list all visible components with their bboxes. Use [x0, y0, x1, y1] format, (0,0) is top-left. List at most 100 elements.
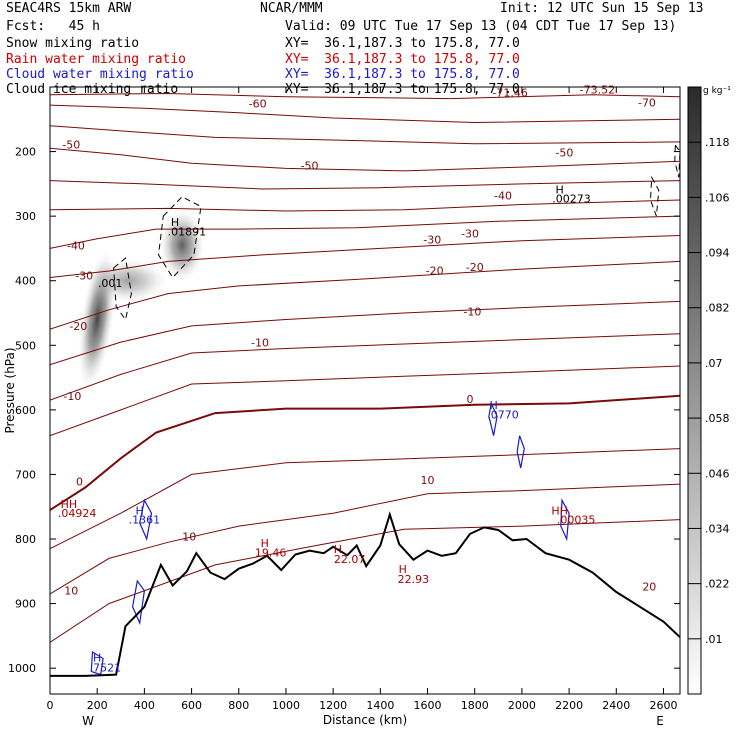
extremum-label: H — [261, 537, 269, 550]
isotherm-line — [50, 260, 680, 330]
x-tick-label: 200 — [87, 699, 108, 712]
field-cloudwater-xy: XY= 36.1,187.3 to 175.8, 77.0 — [285, 67, 520, 82]
isotherm-label: -73.52 — [580, 83, 615, 96]
isotherm-line — [50, 147, 680, 172]
snow-ice-contour — [674, 143, 680, 178]
isotherm-label: -30 — [75, 269, 93, 282]
x-tick-label: 2200 — [555, 699, 583, 712]
cloud-water-contour — [131, 579, 146, 626]
cloud-water-contour — [516, 435, 525, 469]
colorbar-unit: g kg⁻¹ — [703, 86, 731, 96]
isotherm-label: -30 — [423, 233, 441, 246]
isotherm-line — [50, 199, 680, 212]
x-tick-label: 1200 — [319, 699, 347, 712]
field-rain-name: Rain water mixing ratio — [6, 52, 187, 67]
isotherm-line — [50, 104, 680, 124]
isotherm-line — [50, 483, 680, 595]
extremum-label: 22.07 — [334, 553, 366, 566]
extremum-label: .7521 — [90, 661, 122, 674]
cloud-water-contour — [488, 401, 498, 436]
isotherm-label: -20 — [426, 264, 444, 277]
isotherm-line — [50, 235, 680, 278]
isotherm-label: -40 — [494, 189, 512, 202]
y-tick-label: 900 — [15, 598, 36, 611]
extremum-label: .1361 — [129, 514, 161, 527]
isotherm-label: -40 — [67, 240, 85, 253]
colorbar-label: .046 — [705, 467, 730, 480]
x-tick-label: 0 — [47, 699, 54, 712]
isotherm-label: -30 — [461, 227, 479, 240]
isotherm-label: -20 — [466, 261, 484, 274]
init-time: Init: 12 UTC Sun 15 Sep 13 — [500, 1, 704, 16]
plot-frame — [49, 86, 681, 695]
colorbar-label: .022 — [705, 578, 730, 591]
field-cloudice-name: Cloud ice mixing ratio — [6, 82, 179, 97]
isotherm-label: 10 — [64, 585, 78, 598]
x-tick-label: 1400 — [366, 699, 394, 712]
extremum-label: .001 — [98, 277, 123, 290]
x-tick-label: 400 — [134, 699, 155, 712]
extremum-label: H — [556, 184, 564, 197]
isotherm-label: -71.46 — [492, 87, 527, 100]
x-tick-label: 2000 — [508, 699, 536, 712]
isotherm-line — [50, 394, 680, 511]
isotherm-label: -50 — [62, 138, 80, 151]
isotherm-line — [50, 300, 680, 366]
extremum-label: H — [93, 652, 101, 665]
colorbar-label: .118 — [705, 136, 730, 149]
isotherm-label: -70 — [638, 96, 656, 109]
y-tick-label: 500 — [15, 339, 36, 352]
snow-ice-contour — [157, 196, 202, 279]
snow-shading — [160, 209, 205, 282]
extremum-label: H — [334, 543, 342, 556]
model-title: SEAC4RS 15km ARW — [6, 1, 132, 16]
colorbar-label: .01 — [705, 633, 723, 646]
colorbar-label: .094 — [705, 247, 730, 260]
isotherm-label: -20 — [69, 320, 87, 333]
cloud-water-contour — [560, 498, 570, 542]
org-label: NCAR/MMM — [260, 1, 323, 16]
colorbar-label: .07 — [705, 357, 723, 370]
field-snow-xy: XY= 36.1,187.3 to 175.8, 77.0 — [285, 36, 520, 51]
x-axis-title: Distance (km) — [323, 713, 407, 727]
field-cloudwater-name: Cloud water mixing ratio — [6, 67, 194, 82]
y-tick-label: 400 — [15, 275, 36, 288]
y-tick-label: 300 — [15, 210, 36, 223]
isotherm-line — [50, 92, 680, 100]
isotherm-label: -10 — [251, 337, 269, 350]
isotherm-line — [50, 215, 680, 249]
extremum-label: HH — [551, 504, 568, 517]
y-axis-title: Pressure (hPa) — [3, 347, 17, 433]
extremum-label: H — [136, 504, 144, 517]
isotherm-label: 20 — [642, 581, 656, 594]
isotherm-label: 10 — [182, 530, 196, 543]
colorbar-label: .082 — [705, 302, 730, 315]
valid-time: Valid: 09 UTC Tue 17 Sep 13 (04 CDT Tue … — [285, 19, 677, 34]
snow-ice-contour — [113, 257, 132, 321]
isotherm-label: -60 — [249, 98, 267, 111]
forecast-hour: Fcst: 45 h — [6, 19, 100, 34]
isotherm-line — [50, 448, 680, 550]
isotherm-label: -10 — [63, 390, 81, 403]
field-rain-xy: XY= 36.1,187.3 to 175.8, 77.0 — [285, 52, 520, 67]
snow-ice-contour — [649, 175, 660, 217]
extremum-label: 22.93 — [398, 573, 430, 586]
extremum-label: .00273 — [552, 193, 591, 206]
extremum-label: H — [489, 399, 497, 412]
west-label: W — [82, 714, 94, 728]
extremum-label: 19.46 — [255, 546, 287, 559]
extremum-label: HH — [61, 498, 78, 511]
isotherm-label: -10 — [463, 306, 481, 319]
x-tick-label: 2600 — [649, 699, 677, 712]
colorbar-label: .106 — [705, 191, 730, 204]
isotherm-line — [50, 365, 680, 437]
isotherm-label: -50 — [301, 160, 319, 173]
colorbar — [687, 86, 702, 695]
x-tick-label: 800 — [228, 699, 249, 712]
isotherm-line — [50, 180, 680, 190]
y-tick-label: 700 — [15, 468, 36, 481]
isotherm-line — [50, 519, 680, 643]
x-tick-label: 2400 — [602, 699, 630, 712]
field-snow-name: Snow mixing ratio — [6, 36, 140, 51]
